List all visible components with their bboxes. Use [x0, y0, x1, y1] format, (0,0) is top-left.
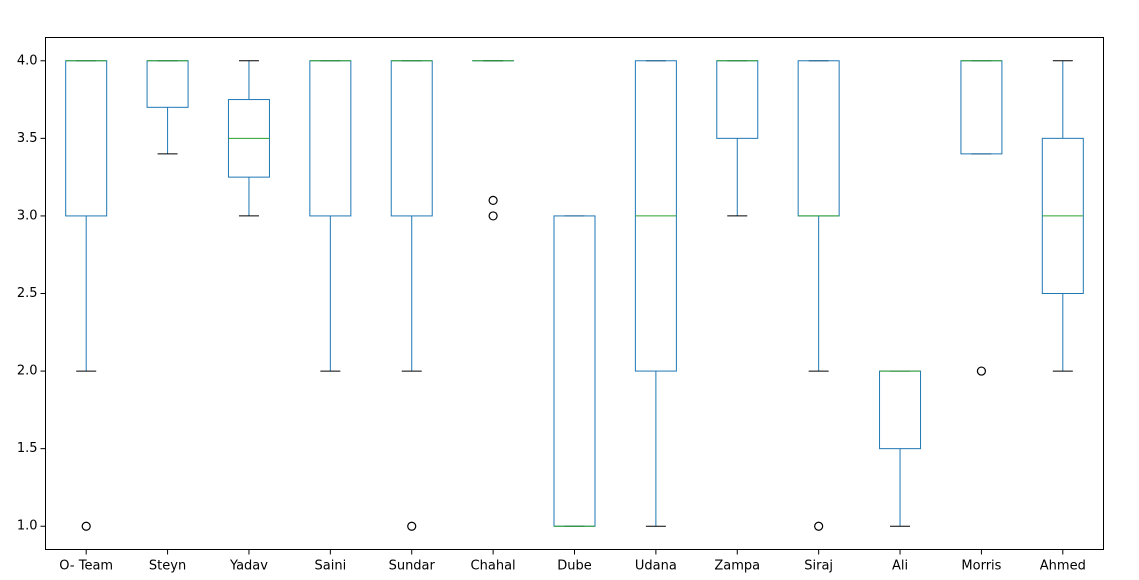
x-tick-label: Steyn: [149, 559, 186, 574]
outlier-point: [81, 521, 91, 531]
y-tick-label: 2.0: [17, 364, 38, 379]
x-tick-label: Ali: [892, 559, 908, 574]
x-tick-label: Saini: [315, 559, 347, 574]
box-group: [1041, 60, 1084, 372]
box-group: [146, 60, 189, 155]
outlier-point: [407, 521, 417, 531]
x-tick-label: O- Team: [59, 559, 113, 574]
box-group: [879, 370, 922, 527]
x-tick-label: Ahmed: [1040, 559, 1086, 574]
x-tick-label: Yadav: [229, 559, 268, 574]
y-tick-label: 4.0: [17, 53, 38, 68]
box-group: [227, 60, 270, 217]
outlier-point: [488, 195, 498, 206]
outlier-point: [814, 521, 824, 531]
y-tick-label: 3.0: [17, 208, 38, 223]
boxes-layer: [65, 60, 1084, 531]
y-tick-label: 1.5: [17, 441, 38, 456]
box-group: [634, 60, 677, 527]
y-axis: 1.0 1.5 2.0 2.5 3.0 3.5 4.0: [17, 53, 46, 534]
plot-area: [45, 37, 1104, 550]
x-tick-label: Morris: [961, 559, 1001, 574]
x-tick-label: Chahal: [471, 559, 516, 574]
x-tick-label: Zampa: [714, 559, 760, 574]
outlier-point: [488, 211, 498, 221]
box-group: [553, 215, 596, 527]
x-axis: O- Team Steyn Yadav Saini Sundar Chahal Dube Ud…: [59, 549, 1086, 574]
x-tick-label: Siraj: [804, 559, 833, 574]
box-group: [390, 60, 433, 531]
x-tick-label: Dube: [557, 559, 592, 574]
x-tick-label: Udana: [635, 559, 677, 574]
box-group: [797, 60, 840, 531]
box-group: [472, 60, 515, 221]
box-group: [960, 60, 1003, 376]
x-tick-label: Sundar: [389, 559, 436, 574]
y-tick-label: 1.0: [17, 519, 38, 534]
y-tick-label: 3.5: [17, 131, 38, 146]
box-group: [309, 60, 352, 372]
outlier-point: [976, 366, 987, 376]
y-tick-label: 2.5: [17, 286, 38, 301]
box-group: [65, 60, 108, 531]
box-group: [716, 60, 759, 217]
